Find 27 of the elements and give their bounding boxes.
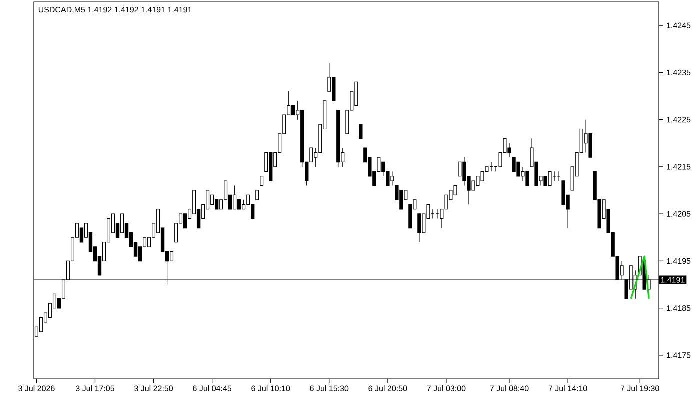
x-tick-label: 7 Jul 03:00	[427, 386, 466, 392]
candlestick	[418, 214, 422, 243]
y-tick-label: 1.4235	[667, 70, 691, 76]
x-tick-label: 7 Jul 14:10	[548, 386, 588, 392]
y-tick-label: 1.4185	[667, 305, 691, 312]
candlestick	[359, 124, 363, 140]
x-tick-label: 7 Jul 19:30	[620, 386, 660, 392]
candlestick	[256, 190, 260, 200]
candlestick	[260, 176, 264, 186]
candlestick	[588, 134, 592, 158]
x-tick-label: 6 Jul 10:10	[252, 386, 290, 392]
x-tick-label: 3 Jul 2026	[18, 386, 55, 392]
x-tick-label: 3 Jul 17:05	[76, 386, 114, 392]
x-tick-label: 6 Jul 04:45	[193, 386, 232, 392]
candlestick	[526, 171, 530, 186]
y-tick-label: 1.4225	[667, 116, 691, 123]
y-tick-label: 1.4205	[667, 211, 691, 217]
text: USDCAD,M5 1.4192 1.4192 1.4191 1.4191	[38, 6, 192, 14]
x-tick-label: 6 Jul 15:30	[310, 386, 349, 392]
ref-line-label: 1.4191	[661, 277, 685, 283]
y-tick-label: 1.4215	[667, 164, 691, 170]
x-tick-label: 3 Jul 22:50	[134, 386, 174, 392]
x-tick-label: 7 Jul 08:40	[490, 386, 529, 392]
y-tick-label: 1.4245	[667, 22, 691, 28]
y-tick-label: 1.4175	[667, 352, 691, 358]
x-tick-label: 6 Jul 20:50	[368, 386, 408, 392]
y-tick-label: 1.4195	[667, 258, 691, 264]
